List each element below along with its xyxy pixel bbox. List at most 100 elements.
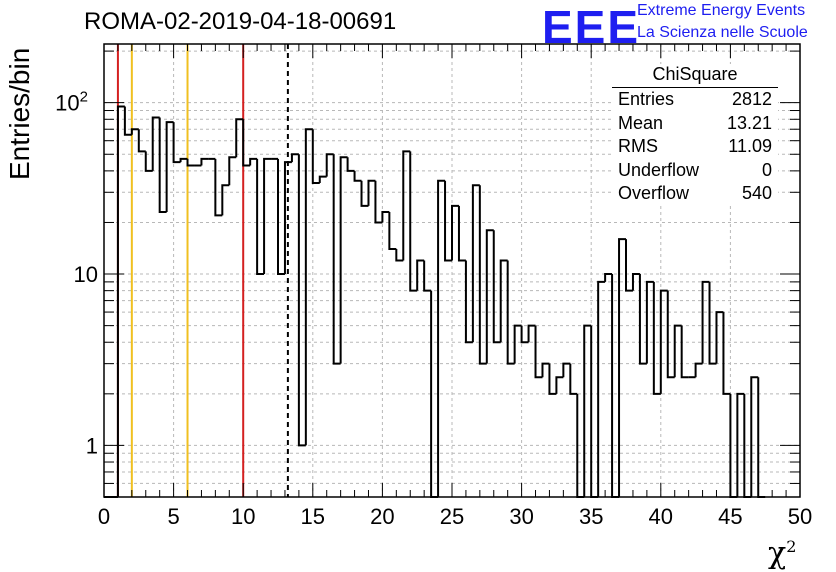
stats-value: 11.09 bbox=[728, 136, 772, 156]
histogram-bin bbox=[506, 260, 515, 365]
x-axis-label-sup: 2 bbox=[786, 537, 797, 556]
histogram-bin bbox=[625, 239, 633, 292]
stats-box: ChiSquare Entries 2812 Mean 13.21 RMS 11… bbox=[612, 64, 778, 206]
histogram-bin bbox=[318, 175, 327, 183]
histogram-bin bbox=[694, 362, 703, 378]
histogram-bin bbox=[130, 128, 139, 135]
x-tick-label: 15 bbox=[301, 504, 325, 529]
histogram-bin bbox=[256, 158, 265, 276]
histogram-bin bbox=[569, 363, 578, 395]
x-tick-label: 10 bbox=[231, 504, 255, 529]
histogram-bin bbox=[395, 249, 404, 262]
histogram-bin bbox=[604, 273, 613, 282]
histogram-bin bbox=[263, 157, 272, 275]
y-tick-label: 10 bbox=[74, 262, 98, 287]
histogram-bin bbox=[151, 116, 160, 171]
eee-logo: EEE bbox=[542, 1, 641, 53]
histogram-bin bbox=[346, 157, 355, 172]
stats-value: 13.21 bbox=[726, 112, 772, 133]
histogram-bin bbox=[283, 161, 292, 275]
histogram-bin bbox=[374, 180, 383, 224]
histogram-bin bbox=[499, 259, 508, 343]
histogram-bin bbox=[367, 179, 376, 206]
stats-row: Mean 13.21 bbox=[612, 112, 778, 136]
histogram-bin bbox=[402, 150, 411, 261]
histogram-bin bbox=[290, 153, 299, 163]
histogram-bin bbox=[200, 157, 209, 166]
y-axis-label-text: Entries/bin bbox=[4, 47, 35, 180]
y-axis-label: Entries/bin bbox=[4, 48, 36, 180]
histogram-bin bbox=[137, 129, 146, 153]
histogram-bin bbox=[513, 324, 522, 364]
y-tick-label-base: 10 bbox=[55, 91, 79, 116]
histogram-bin bbox=[618, 238, 626, 497]
stats-value: 0 bbox=[761, 159, 772, 180]
histogram-bin bbox=[311, 129, 320, 184]
histogram-bin bbox=[457, 205, 466, 262]
histogram-bin bbox=[116, 105, 125, 497]
histogram-bin bbox=[297, 154, 306, 447]
y-tick-label: 1 bbox=[86, 433, 98, 458]
histogram-bin bbox=[165, 121, 174, 213]
histogram-bin bbox=[186, 158, 195, 167]
histogram-bin bbox=[597, 280, 606, 497]
x-tick-label: 30 bbox=[509, 504, 533, 529]
histogram-bin bbox=[478, 185, 487, 365]
histogram-bin bbox=[409, 151, 418, 292]
histogram-bin bbox=[249, 157, 258, 166]
x-tick-label: 20 bbox=[370, 504, 394, 529]
histogram-bin bbox=[332, 154, 341, 365]
histogram-bin bbox=[242, 119, 251, 167]
chart-title: ROMA-02-2019-04-18-00691 bbox=[84, 8, 397, 35]
histogram-bin bbox=[339, 156, 348, 364]
histogram-bin bbox=[437, 179, 446, 497]
histogram-bin bbox=[235, 118, 244, 158]
histogram-bin bbox=[123, 106, 132, 136]
stats-row: Underflow 0 bbox=[612, 159, 778, 183]
histogram-bin bbox=[471, 184, 480, 343]
stats-label: Mean bbox=[618, 112, 664, 133]
histogram-bin bbox=[158, 117, 167, 214]
histogram-bin bbox=[659, 289, 668, 394]
stats-row: RMS 11.09 bbox=[612, 135, 778, 159]
histogram-bin bbox=[144, 151, 153, 172]
marker-lines bbox=[116, 44, 289, 497]
histogram-bin bbox=[715, 311, 724, 364]
histogram-bin bbox=[631, 273, 640, 291]
histogram-bin bbox=[381, 211, 390, 223]
histogram-bin bbox=[492, 230, 501, 344]
histogram-bin bbox=[555, 376, 564, 394]
histogram-bin bbox=[353, 170, 362, 182]
histogram-bin bbox=[179, 157, 188, 163]
x-axis-label-text: χ bbox=[768, 536, 787, 571]
stats-value: 2812 bbox=[731, 89, 772, 109]
histogram-bin bbox=[214, 158, 223, 217]
histogram-bin bbox=[757, 377, 766, 498]
histogram-bin bbox=[416, 259, 425, 291]
histogram-bin bbox=[541, 362, 550, 378]
histogram-bin bbox=[750, 376, 759, 497]
histogram-bin bbox=[583, 324, 592, 497]
x-tick-label: 25 bbox=[440, 504, 464, 529]
histogram-bin bbox=[673, 324, 682, 378]
histogram-bin bbox=[534, 325, 543, 379]
histogram-bin bbox=[701, 280, 710, 364]
histogram-bin bbox=[548, 363, 557, 395]
histogram-bin bbox=[722, 312, 731, 395]
stats-label: Overflow bbox=[618, 183, 690, 203]
histogram-bin bbox=[736, 392, 745, 497]
tick-marks bbox=[103, 44, 801, 498]
histogram-bin bbox=[645, 280, 654, 364]
histogram-bin bbox=[360, 180, 369, 207]
histogram-bin bbox=[638, 274, 647, 365]
histogram-bin bbox=[652, 281, 661, 395]
histogram-bin bbox=[172, 122, 181, 164]
stats-label: Entries bbox=[618, 89, 675, 109]
histogram-bin bbox=[388, 212, 397, 251]
histogram-bin bbox=[325, 153, 334, 177]
histogram-bin bbox=[590, 325, 599, 498]
histogram-bin bbox=[423, 260, 432, 292]
histogram-bin bbox=[221, 184, 230, 216]
histogram-bin bbox=[304, 128, 313, 446]
